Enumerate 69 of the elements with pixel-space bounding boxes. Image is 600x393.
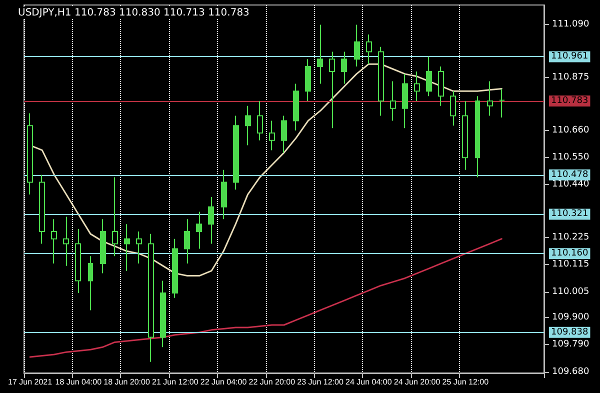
x-tick-label: 23 Jun 12:00	[297, 378, 344, 386]
ref-line-label: 110.783	[551, 96, 588, 106]
y-tick-label: 109.790	[552, 340, 590, 350]
candlestick	[257, 100, 263, 141]
candlestick	[499, 88, 505, 118]
candlestick	[233, 115, 239, 190]
x-tick-label: 22 Jun 04:00	[200, 378, 248, 386]
y-tick-label: 110.440	[552, 180, 590, 190]
candlestick	[75, 228, 81, 294]
candlestick	[39, 174, 45, 244]
x-tick-label: 25 Jun 12:00	[442, 378, 490, 386]
y-tick-label: 111.090	[552, 20, 590, 30]
candlestick	[426, 56, 432, 97]
y-tick-label: 110.875	[552, 72, 590, 83]
candlestick	[390, 80, 396, 122]
x-tick-label: 17 Jun 2021	[8, 378, 53, 386]
candlestick	[160, 280, 166, 348]
y-tick-label: 110.115	[552, 260, 590, 270]
candlestick	[100, 218, 106, 274]
y-tick-label: 110.005	[552, 286, 590, 297]
x-tick-label: 22 Jun 20:00	[248, 378, 296, 386]
x-tick-label: 18 Jun 20:00	[104, 378, 150, 386]
y-tick-label: 109.900	[552, 312, 590, 323]
candlestick	[88, 256, 93, 311]
candlestick	[438, 66, 444, 106]
candlestick	[341, 51, 347, 84]
y-tick-label: 109.680	[552, 366, 590, 377]
ref-line-label: 110.321	[551, 209, 588, 220]
candlestick	[27, 112, 33, 196]
candlestick	[51, 218, 57, 264]
x-tick-label: 24 Jun 20:00	[394, 378, 441, 386]
y-tick-label: 110.225	[552, 232, 590, 243]
candlestick	[245, 105, 251, 146]
line-series	[29, 238, 502, 358]
candlestick	[293, 83, 299, 132]
candlestick	[196, 211, 202, 250]
ref-line-label: 109.838	[551, 327, 588, 338]
candlestick	[317, 24, 323, 84]
candlestick	[112, 176, 118, 257]
candlestick	[475, 96, 480, 178]
candlestick	[462, 100, 468, 170]
candlestick	[450, 90, 456, 126]
candlestick	[366, 34, 372, 65]
candlestick	[221, 169, 227, 220]
y-tick-label: 110.550	[552, 152, 590, 163]
y-tick-label: 110.660	[552, 126, 590, 136]
candlestick	[184, 218, 190, 264]
candlestick	[208, 196, 214, 244]
candlestick	[281, 115, 287, 154]
candlestick	[148, 233, 154, 362]
candlestick	[136, 230, 142, 264]
candlestick	[378, 46, 384, 116]
ref-line-label: 110.478	[551, 170, 588, 180]
candlestick	[414, 70, 420, 102]
ref-line-label: 110.160	[551, 248, 588, 259]
candlestick	[269, 120, 275, 151]
x-tick-label: 24 Jun 04:00	[346, 378, 392, 386]
candlestick	[124, 224, 130, 272]
x-tick-label: 18 Jun 04:00	[55, 378, 102, 386]
candlestick	[402, 73, 408, 129]
candlestick	[63, 216, 69, 266]
x-tick-label: 21 Jun 12:00	[152, 378, 199, 386]
candlestick	[354, 24, 360, 68]
candlestick	[329, 51, 335, 129]
ref-line-label: 110.961	[551, 52, 588, 62]
candlestick	[487, 80, 493, 116]
candlestick	[305, 58, 311, 102]
candlestick	[172, 238, 178, 298]
chart-title: USDJPY,H1 110.783 110.830 110.713 110.783	[18, 8, 250, 18]
